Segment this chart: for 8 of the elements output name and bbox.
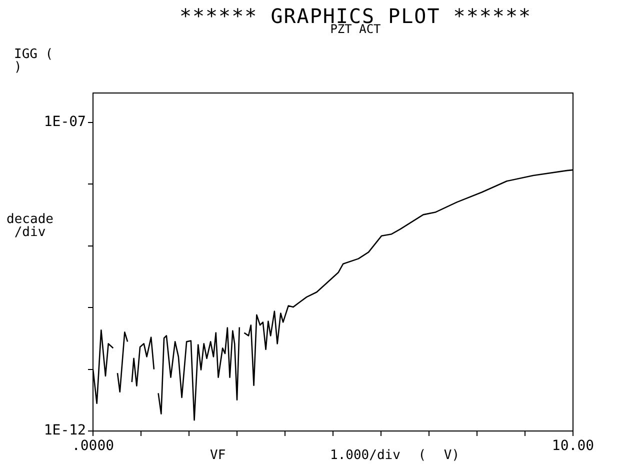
- y-tick-label: 1E-07: [44, 114, 86, 130]
- x-tick-label: 10.00: [552, 438, 594, 454]
- y-axis-title: IGG ( ): [14, 47, 54, 75]
- text: decade /div: [6, 212, 54, 240]
- x-axis-title: VF: [210, 448, 226, 463]
- x-tick-label: .0000: [72, 438, 114, 454]
- text: 1.000/div ( V): [330, 448, 460, 463]
- y-tick-label: 1E-12: [44, 422, 86, 439]
